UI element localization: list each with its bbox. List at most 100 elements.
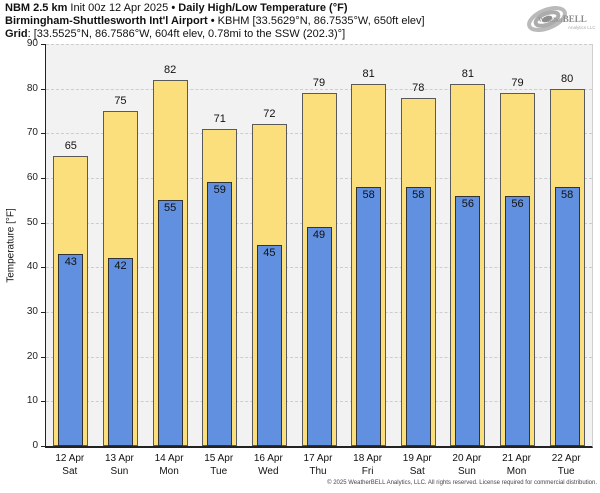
low-bar <box>107 258 133 446</box>
low-bar <box>58 253 84 446</box>
low-value-label: 56 <box>461 197 475 210</box>
grid-value: : [33.5525°N, 86.7586°W, 604ft elev, 0.7… <box>27 28 346 40</box>
low-bar <box>157 200 183 446</box>
station-name: Birmingham-Shuttlesworth Int'l Airport <box>5 15 208 27</box>
high-value-label: 79 <box>511 77 524 90</box>
x-tick-day: Mon <box>159 466 179 477</box>
x-tick-day: Tue <box>557 466 575 477</box>
x-tick-label: 20 Apr Sun <box>442 452 492 478</box>
x-tick-label: 15 Apr Tue <box>194 452 244 478</box>
bullet-separator: • <box>210 15 215 27</box>
high-value-label: 75 <box>114 95 127 107</box>
y-tick-label: 80 <box>26 82 38 94</box>
x-tick-date: 12 Apr <box>55 453 85 464</box>
y-tick-mark <box>41 222 45 224</box>
x-tick-label: 12 Apr Sat <box>45 452 95 478</box>
svg-text:WeatherBELL: WeatherBELL <box>538 14 587 24</box>
low-value-label: 42 <box>114 260 127 273</box>
y-tick-label: 20 <box>26 350 38 362</box>
x-tick-date: 16 Apr <box>253 453 283 464</box>
x-tick-date: 15 Apr <box>204 453 234 464</box>
y-tick-label: 60 <box>26 172 38 183</box>
low-value-label: 43 <box>64 255 77 268</box>
y-tick-label: 70 <box>26 127 38 139</box>
x-tick-label: 21 Apr Mon <box>492 452 542 478</box>
high-value-label: 81 <box>461 68 475 81</box>
y-tick-label: 40 <box>26 261 38 273</box>
gridline <box>46 88 592 90</box>
station-meta: KBHM [33.5629°N, 86.7535°W, 650ft elev] <box>217 15 425 27</box>
x-tick-date: 20 Apr <box>452 453 482 464</box>
x-tick-label: 13 Apr Sun <box>95 452 145 478</box>
x-axis-labels: 12 Apr Sat 13 Apr Sun 14 Apr Mon 15 Apr Tue 16 A… <box>45 452 591 482</box>
high-value-label: 78 <box>412 81 425 94</box>
y-tick-mark <box>41 267 45 269</box>
low-bar <box>405 186 431 446</box>
x-tick-date: 17 Apr <box>303 453 333 464</box>
x-tick-label: 17 Apr Thu <box>293 452 343 478</box>
x-tick-label: 19 Apr Sat <box>392 452 442 478</box>
high-value-label: 80 <box>561 72 574 85</box>
low-bar <box>505 195 531 446</box>
bullet-separator: • <box>171 2 176 14</box>
y-axis-title: Temperature [°F] <box>5 208 17 283</box>
x-tick-day: Thu <box>309 466 327 477</box>
x-tick-date: 14 Apr <box>154 453 184 464</box>
low-value-label: 59 <box>213 184 226 197</box>
low-bar <box>256 245 282 446</box>
y-tick-label: 30 <box>26 306 38 317</box>
model-name: NBM 2.5 km <box>5 2 68 14</box>
high-value-label: 82 <box>163 63 177 76</box>
y-tick-label: 0 <box>32 440 38 451</box>
x-tick-day: Sun <box>110 466 129 477</box>
low-bar <box>455 195 481 446</box>
high-value-label: 79 <box>312 77 326 90</box>
low-value-label: 58 <box>561 188 574 201</box>
x-tick-day: Sat <box>62 466 78 477</box>
logo-text-bell: BELL <box>563 14 587 24</box>
low-bar <box>554 186 580 446</box>
weatherbell-swirl-icon: WeatherBELL Analytics LLC <box>527 6 596 32</box>
y-tick-label: 90 <box>26 38 38 49</box>
gridline <box>46 44 592 45</box>
low-bar <box>207 182 233 446</box>
x-tick-day: Sat <box>409 466 425 477</box>
low-bar <box>306 227 332 446</box>
x-tick-label: 18 Apr Fri <box>343 452 393 478</box>
y-tick-mark <box>41 446 45 447</box>
x-tick-date: 13 Apr <box>104 453 134 464</box>
y-tick-label: 50 <box>26 216 38 228</box>
y-tick-mark <box>41 44 45 45</box>
y-tick-mark <box>41 356 45 358</box>
low-value-label: 58 <box>362 188 375 201</box>
copyright-text: © 2025 WeatherBELL Analytics, LLC. All r… <box>327 480 597 486</box>
x-tick-day: Mon <box>506 466 527 477</box>
high-value-label: 72 <box>263 108 276 121</box>
x-tick-day: Wed <box>258 466 279 477</box>
low-value-label: 58 <box>412 188 425 201</box>
chart-header: NBM 2.5 km Init 00z 12 Apr 2025 • Daily … <box>5 2 425 41</box>
grid-label: Grid <box>5 28 28 40</box>
y-tick-mark <box>41 88 45 90</box>
low-value-label: 49 <box>312 229 326 242</box>
low-value-label: 56 <box>511 197 524 210</box>
header-line-1: NBM 2.5 km Init 00z 12 Apr 2025 • Daily … <box>5 2 425 15</box>
low-value-label: 45 <box>263 247 276 259</box>
x-tick-day: Fri <box>361 466 374 477</box>
high-value-label: 71 <box>213 112 226 125</box>
logo-text-weather: Weather <box>538 15 563 24</box>
x-tick-date: 21 Apr <box>502 453 531 464</box>
header-line-3: Grid: [33.5525°N, 86.7586°W, 604ft elev,… <box>5 28 425 41</box>
x-tick-label: 16 Apr Wed <box>244 452 294 478</box>
y-tick-mark <box>41 312 45 313</box>
low-bar <box>356 186 382 446</box>
high-value-label: 65 <box>64 139 77 152</box>
low-value-label: 55 <box>163 202 177 215</box>
x-tick-date: 22 Apr <box>551 453 581 464</box>
x-tick-day: Tue <box>210 466 228 477</box>
product-title: Daily High/Low Temperature (°F) <box>178 2 348 14</box>
x-tick-date: 19 Apr <box>402 453 432 464</box>
y-tick-label: 10 <box>26 395 38 407</box>
x-tick-label: 14 Apr Mon <box>144 452 194 478</box>
